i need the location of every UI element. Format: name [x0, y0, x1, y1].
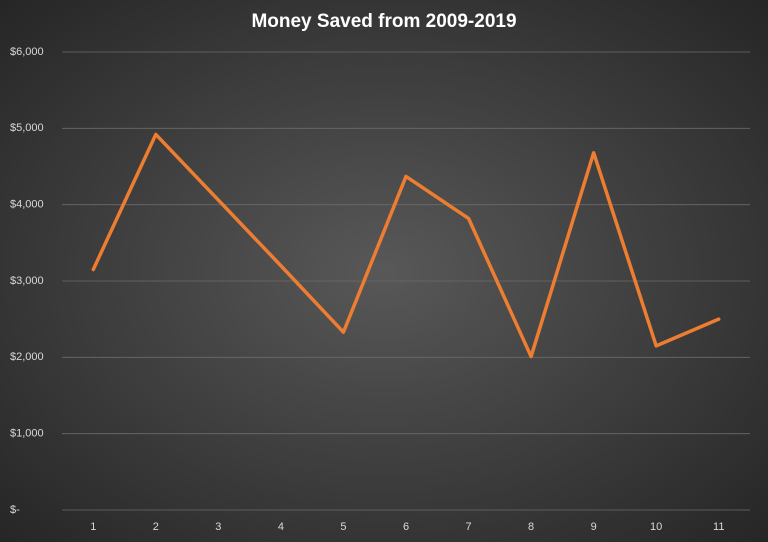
x-tick-label: 11: [713, 521, 724, 533]
x-tick-label: 10: [650, 521, 662, 533]
x-tick-label: 6: [403, 521, 409, 533]
y-tick-label: $4,000: [10, 199, 44, 211]
y-tick-label: $1,000: [10, 428, 44, 440]
data-line: [91, 132, 721, 359]
y-tick-label: $6,000: [10, 46, 44, 58]
x-tick-label: 1: [90, 521, 96, 533]
x-tick-label: 5: [340, 521, 346, 533]
x-tick-label: 4: [278, 521, 284, 533]
x-tick-label: 7: [465, 521, 471, 533]
y-tick-label: $2,000: [10, 351, 44, 363]
x-tick-label: 2: [153, 521, 159, 533]
y-tick-label: $5,000: [10, 122, 44, 134]
y-tick-label: $3,000: [10, 275, 44, 287]
x-tick-label: 3: [215, 521, 221, 533]
x-tick-label: 9: [591, 521, 597, 533]
chart-title: Money Saved from 2009-2019: [251, 11, 516, 32]
x-tick-label: 8: [528, 521, 534, 533]
y-tick-label: $-: [10, 504, 20, 516]
